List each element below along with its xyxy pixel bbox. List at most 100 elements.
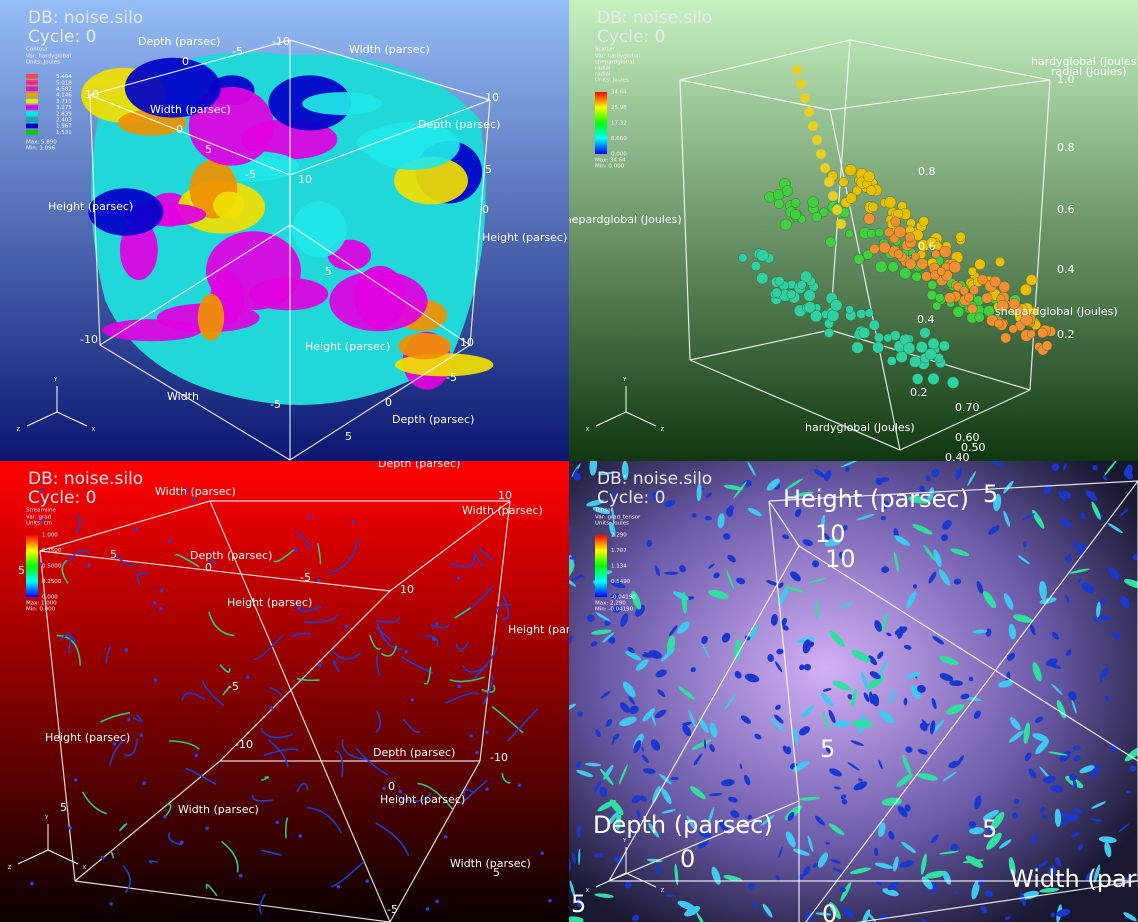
legend-swatch [26,117,38,123]
scatter-point [887,261,899,273]
tensor-glyph [787,811,795,821]
seed-point [316,578,321,583]
tensor-glyph [670,776,679,781]
tensor-glyph [968,676,974,682]
bounding-box-edge [219,590,391,762]
tensor-glyph [1023,722,1031,744]
tensor-glyph [1091,501,1101,520]
tensor-glyph [892,856,899,872]
scatter-point [789,209,801,221]
tensor-glyph [709,744,715,752]
tensor-glyph [595,729,601,738]
tensor-glyph [919,485,926,494]
axis-tick-label: 5 [60,801,67,814]
scatter-point [800,270,813,283]
bounding-box-edge [89,94,101,346]
axis-tick-label: 0.8 [1057,141,1075,154]
streamline [306,806,343,834]
tensor-glyph [652,785,661,803]
scatter-point [967,303,978,314]
scatter-point [771,287,782,298]
scatter-point [944,292,956,304]
scatter-point [872,341,884,354]
tensor-glyph [584,762,601,767]
scatter-point [774,276,785,286]
tensor-glyph [877,651,884,660]
tensor-glyph [629,829,637,837]
tensor-glyph [611,739,615,745]
tensor-glyph [942,771,957,782]
legend-level: 0.7500 [42,548,62,554]
tensor-glyph [1108,567,1119,580]
tensor-glyph [1062,463,1067,471]
surface [88,188,164,236]
streamline [221,840,239,873]
tensor-glyph [814,815,826,826]
tensor-glyph [953,578,962,585]
scatter-point [820,163,830,173]
scatter-point [974,258,986,270]
tensor-glyph [1098,836,1117,843]
legend-level: 3.711 [56,99,72,105]
seed-point [317,663,322,668]
tensor-glyph [851,649,871,662]
tensor-glyph [1100,672,1103,683]
tensor-glyph [616,578,621,588]
axis-tick-label: 0.4 [1057,263,1075,276]
tensor-glyph [931,697,937,710]
streamline [269,686,283,698]
tensor-glyph [589,461,598,476]
streamline [100,711,131,723]
legend-swatch [26,123,38,129]
tensor-glyph [605,719,613,727]
surface [188,86,274,166]
tensor-glyph [927,487,934,502]
tensor-glyph [578,848,581,866]
legend-max: Max: 1.000 [26,601,57,607]
tensor-glyph [632,914,640,922]
tensor-glyph [1039,887,1060,893]
tensor-glyph [774,714,784,724]
tensor-glyph [642,768,656,774]
tensor-glyph [612,605,622,613]
surface [292,201,347,258]
tensor-glyph [792,726,799,746]
tensor-glyph [931,468,940,478]
tensor-glyph [1119,877,1129,884]
surface [213,191,245,219]
tensor-glyph [955,467,963,480]
legend-swatch [26,86,38,92]
axis-tick-label: 0 [388,780,395,793]
db-title: DB: noise.silo [597,469,712,489]
tensor-glyph [869,671,881,680]
tensor-glyph [657,689,666,698]
triad-label: Y [622,377,627,383]
scatter-point [796,79,806,89]
tensor-glyph [1040,806,1046,813]
tensor-glyph [648,822,660,838]
tensor-glyph [1065,649,1072,657]
scatter-point [1019,283,1032,296]
tensor-glyph [903,644,912,650]
tensor-glyph [1059,517,1072,528]
scatter-point [996,299,1009,312]
tensor-glyph [793,848,810,856]
tensor-glyph [903,697,908,706]
tensor-glyph [655,864,660,875]
scatter-point [827,309,840,322]
legend-min: Min: 0.000 [595,164,625,170]
bounding-box-edge [679,39,851,81]
tensor-glyph [747,461,756,477]
tensor-glyph [777,587,789,606]
scatter-point [952,306,965,318]
scatter-point [932,301,942,311]
tensor-glyph [1058,491,1067,502]
seed-point [548,898,552,903]
scatter-point [1037,327,1048,339]
bounding-box-edge [89,94,291,176]
tensor-glyph [874,620,882,632]
tensor-glyph [820,514,826,530]
tensor-glyph [897,806,908,818]
tensor-glyph [727,796,738,803]
